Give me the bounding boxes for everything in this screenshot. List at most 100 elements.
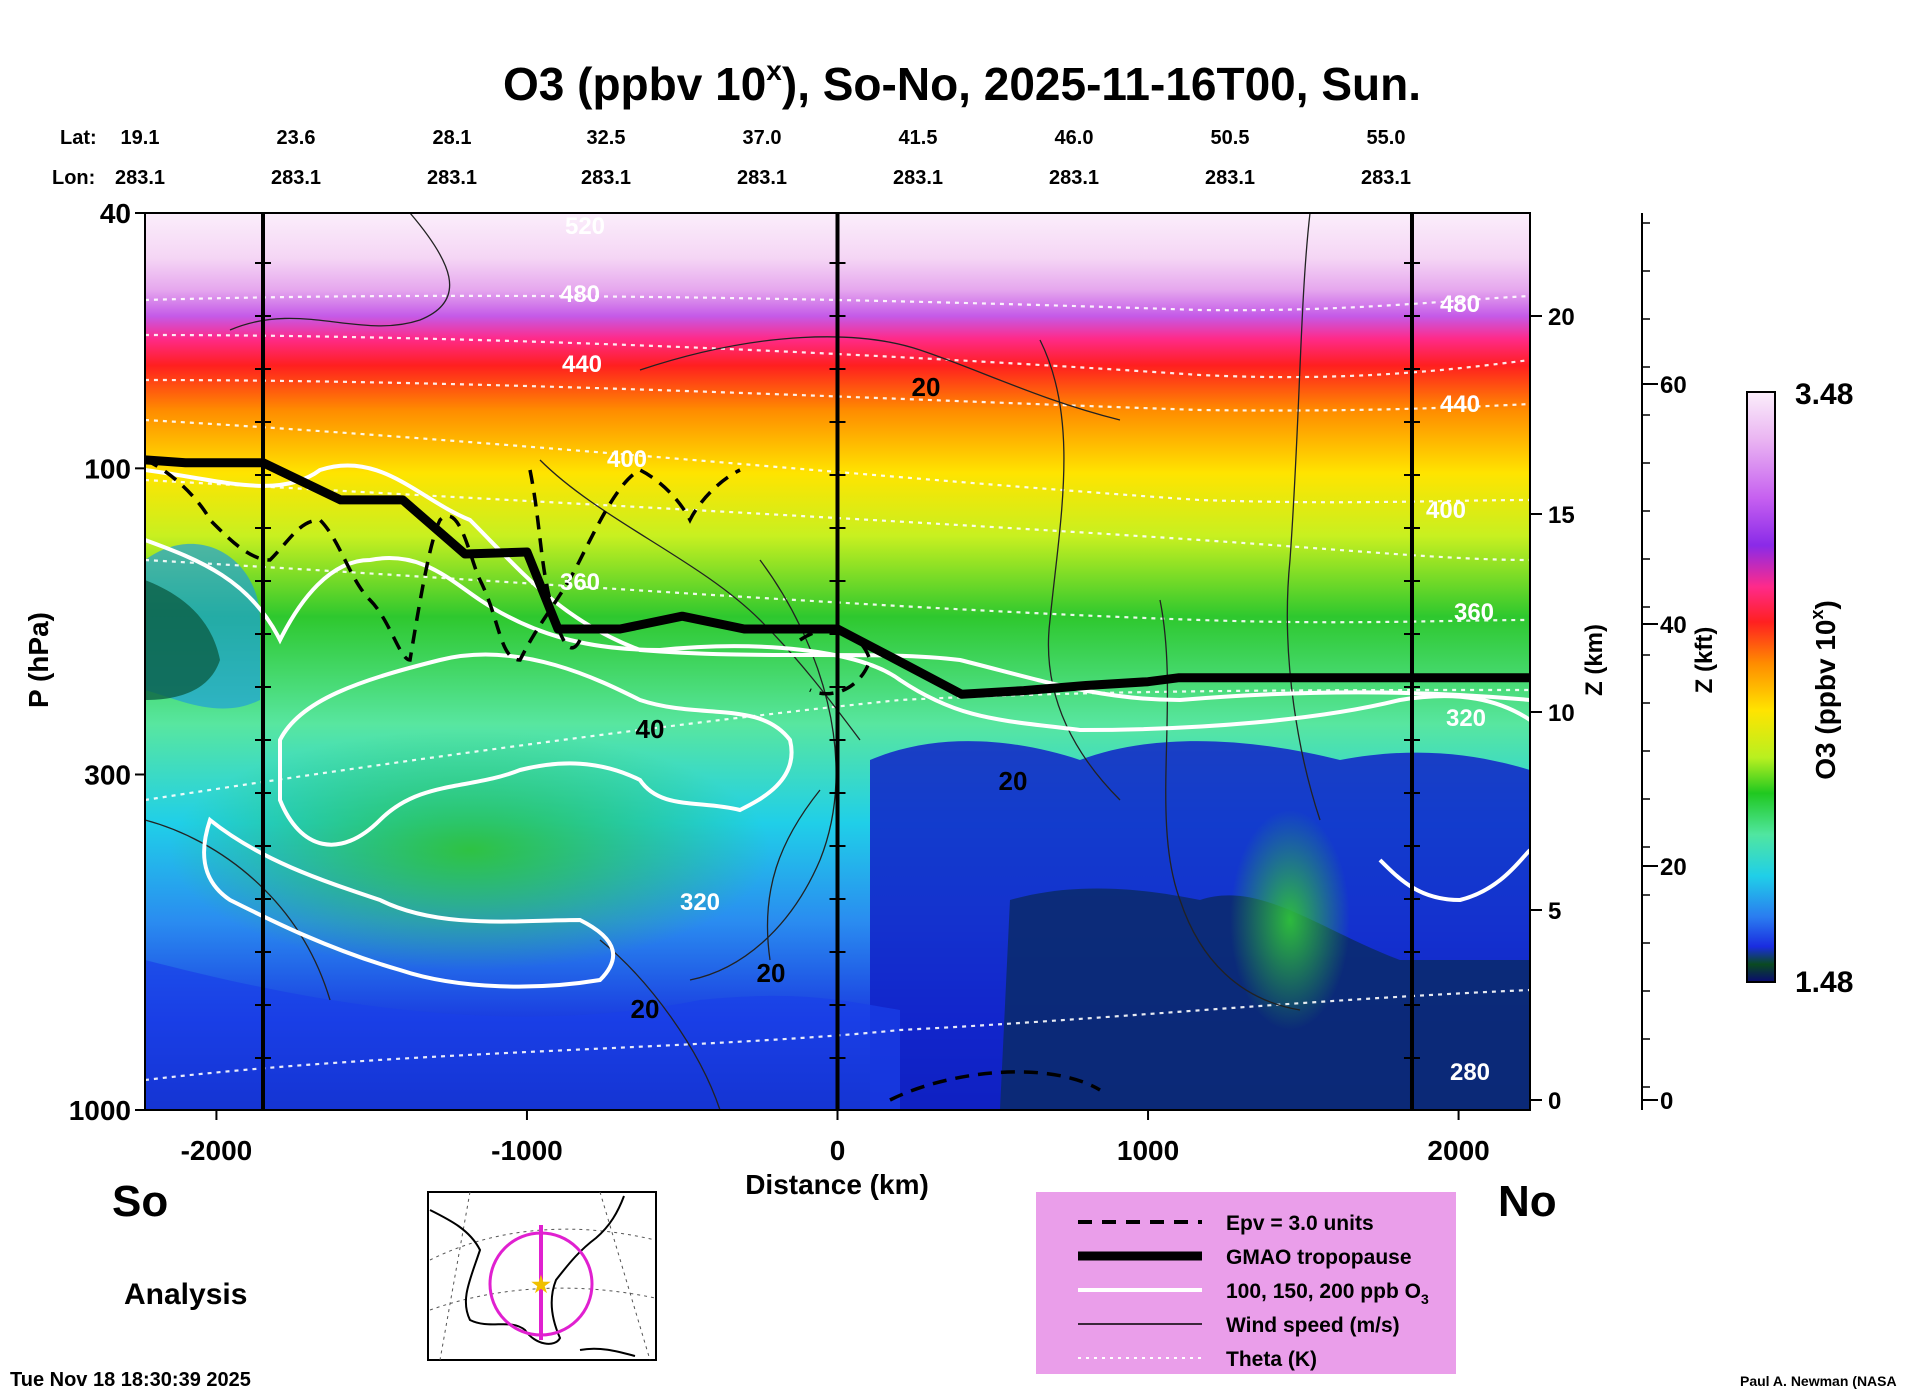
z-km-tick-label: 20 — [1548, 304, 1575, 331]
x-tick-label: -2000 — [181, 1135, 253, 1166]
wind-contour — [766, 789, 821, 961]
lat-value: 19.1 — [121, 127, 160, 149]
z-kft-tick-label: 40 — [1660, 612, 1687, 639]
theta-label-right: 400 — [1426, 497, 1466, 524]
lon-value: 283.1 — [737, 167, 787, 189]
lon-value: 283.1 — [581, 167, 631, 189]
x-axis-label: Distance (km) — [745, 1169, 929, 1200]
legend: Epv = 3.0 units GMAO tropopause 100, 150, … — [1036, 1192, 1456, 1374]
lon-value: 283.1 — [1205, 167, 1255, 189]
ozone-contour — [278, 652, 794, 847]
coastline — [429, 1195, 625, 1345]
ozone-contour — [145, 538, 1530, 733]
wind-contour — [1159, 599, 1301, 1011]
x-tick-label: -1000 — [491, 1135, 563, 1166]
green-region-south — [170, 730, 770, 970]
z-km-tick-label: 15 — [1548, 502, 1575, 529]
z-kft-label: Z (kft) — [1691, 627, 1718, 694]
theta-label: 280 — [1450, 1059, 1490, 1086]
z-km-tick-label: 5 — [1548, 898, 1561, 925]
x-tick-label: 2000 — [1427, 1135, 1489, 1166]
wind-label: 20 — [912, 372, 941, 402]
x-tick-label: 1000 — [1117, 1135, 1179, 1166]
wind-label: 20 — [999, 766, 1028, 796]
colorbar-scale — [1746, 391, 1776, 983]
theta-isoline — [145, 558, 1530, 624]
theta-label: 520 — [565, 213, 605, 240]
y-axis-label: P (hPa) — [23, 612, 54, 708]
epv-contour — [889, 1070, 1101, 1102]
theta-isoline — [145, 688, 1530, 802]
lon-value: 283.1 — [1049, 167, 1099, 189]
theta-label-right: 480 — [1440, 291, 1480, 318]
lat-value: 50.5 — [1211, 127, 1250, 149]
theta-isoline — [145, 418, 1530, 504]
inset-map: ★ — [427, 1191, 657, 1361]
tropopause-line — [145, 455, 1530, 699]
wind-label: 20 — [631, 994, 660, 1024]
legend-label: Wind speed (m/s) — [1226, 1314, 1400, 1337]
lon-value: 283.1 — [427, 167, 477, 189]
colorbar: 3.48 1.48 O3 (ppbv 10x) — [1746, 378, 1853, 999]
theta-label: 320 — [680, 889, 720, 916]
legend-label: Epv = 3.0 units — [1226, 1212, 1374, 1235]
lat-value: 46.0 — [1055, 127, 1094, 149]
lat-lon-header: Lat: Lon: 19.1 23.6 28.1 32.5 37.0 41.5 46.0 50… — [52, 127, 1411, 189]
center-star: ★ — [531, 1272, 551, 1297]
lat-value: 28.1 — [433, 127, 472, 149]
z-km-tick-label: 0 — [1548, 1088, 1561, 1115]
lat-value: 37.0 — [743, 127, 782, 149]
legend-label: Theta (K) — [1226, 1348, 1317, 1371]
ozone-contour — [145, 463, 1530, 703]
z-kft-tick-label: 20 — [1660, 854, 1687, 881]
ozone-contour — [1378, 848, 1530, 903]
wind-contour — [145, 819, 331, 1001]
theta-isoline — [145, 378, 1530, 412]
dark-region-southwest — [145, 580, 220, 700]
theta-isoline — [145, 988, 1530, 1082]
y-tick-label: 1000 — [69, 1095, 131, 1126]
theta-label-right: 440 — [1440, 391, 1480, 418]
lat-value: 55.0 — [1367, 127, 1406, 149]
green-tongue — [1230, 810, 1350, 1030]
colorbar-max: 3.48 — [1795, 378, 1853, 411]
lon-value: 283.1 — [115, 167, 165, 189]
epv-contour — [145, 458, 741, 662]
lon-value: 283.1 — [1361, 167, 1411, 189]
wind-contour — [599, 939, 721, 1110]
south-label: So — [112, 1177, 168, 1226]
x-tick-label: 0 — [830, 1135, 846, 1166]
theta-label: 400 — [607, 446, 647, 473]
credit: Paul A. Newman (NASA — [1740, 1373, 1897, 1389]
x-axis: -2000 -1000 0 1000 2000 — [181, 1110, 1490, 1166]
z-km-axis: 0 5 10 15 20 — [1529, 213, 1575, 1115]
legend-label: 100, 150, 200 ppb O3 — [1226, 1280, 1429, 1307]
theta-label-right: 360 — [1454, 599, 1494, 626]
z-km-label: Z (km) — [1581, 624, 1608, 696]
lon-value: 283.1 — [271, 167, 321, 189]
theta-label: 480 — [560, 281, 600, 308]
ozone-contour — [202, 816, 616, 989]
timestamp: Tue Nov 18 18:30:39 2025 — [10, 1369, 251, 1391]
wind-speed-contours — [145, 213, 1321, 1110]
lat-value: 32.5 — [587, 127, 626, 149]
legend-label-subscript: 3 — [1421, 1291, 1429, 1307]
wind-contour — [539, 459, 861, 741]
lon-label: Lon: — [52, 167, 95, 189]
theta-label: 360 — [560, 569, 600, 596]
chart-title: O3 (ppbv 10x), So-No, 2025-11-16T00, Sun… — [503, 55, 1421, 110]
colorbar-min: 1.48 — [1795, 966, 1853, 999]
legend-label: GMAO tropopause — [1226, 1246, 1412, 1269]
wind-contour — [1286, 213, 1321, 821]
theta-isoline — [145, 294, 1530, 312]
lon-value: 283.1 — [893, 167, 943, 189]
colorbar-label: O3 (ppbv 10x) — [1807, 600, 1841, 780]
lat-value: 23.6 — [277, 127, 316, 149]
theta-label-right: 320 — [1446, 705, 1486, 732]
wind-label: 40 — [636, 714, 665, 744]
analysis-label: Analysis — [124, 1278, 247, 1311]
theta-label: 440 — [562, 351, 602, 378]
wind-label: 20 — [757, 958, 786, 988]
z-kft-tick-label: 60 — [1660, 372, 1687, 399]
z-km-tick-label: 10 — [1548, 700, 1575, 727]
